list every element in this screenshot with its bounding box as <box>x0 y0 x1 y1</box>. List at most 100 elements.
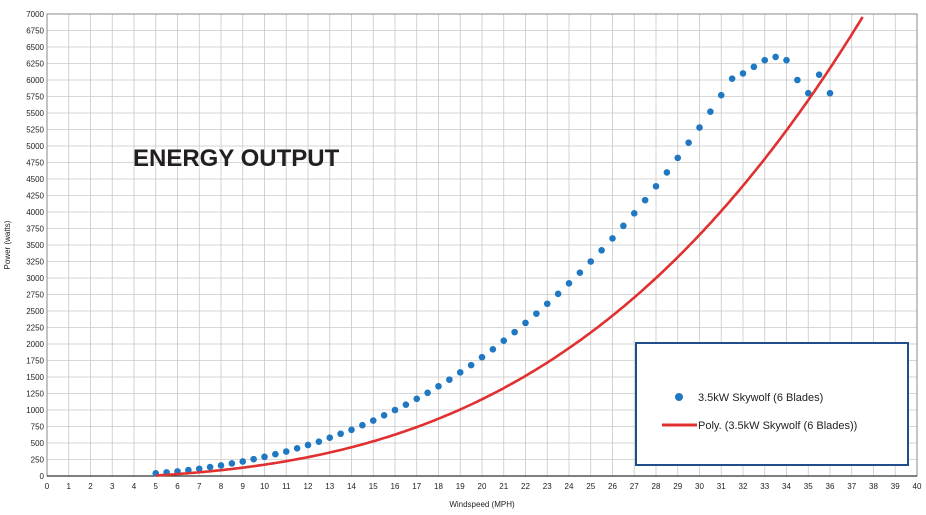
x-tick-label: 32 <box>739 482 748 491</box>
scatter-point <box>674 154 682 162</box>
y-tick-label: 6250 <box>26 60 44 69</box>
y-tick-label: 4250 <box>26 192 44 201</box>
scatter-point <box>761 56 769 64</box>
scatter-point <box>576 269 584 277</box>
scatter-point <box>707 108 714 115</box>
x-tick-label: 38 <box>869 482 878 491</box>
scatter-point <box>337 430 344 438</box>
x-tick-label: 15 <box>369 482 378 491</box>
x-tick-label: 25 <box>586 482 595 491</box>
y-tick-label: 1750 <box>26 357 44 366</box>
scatter-point <box>304 441 312 449</box>
x-tick-label: 16 <box>391 482 400 491</box>
legend-label-trend: Poly. (3.5kW Skywolf (6 Blades)) <box>698 420 857 432</box>
scatter-point <box>543 300 551 308</box>
x-tick-label: 8 <box>219 482 224 491</box>
scatter-point <box>500 337 508 345</box>
x-tick-label: 3 <box>110 482 115 491</box>
x-tick-label: 17 <box>412 482 421 491</box>
scatter-point <box>478 353 486 361</box>
y-tick-label: 2250 <box>26 324 44 333</box>
x-tick-label: 36 <box>826 482 835 491</box>
scatter-point <box>587 258 595 265</box>
scatter-point <box>315 438 323 445</box>
scatter-point <box>685 139 692 146</box>
scatter-point <box>772 53 779 61</box>
x-tick-label: 19 <box>456 482 465 491</box>
x-tick-label: 1 <box>67 482 72 491</box>
x-tick-label: 40 <box>913 482 922 491</box>
x-tick-label: 23 <box>543 482 552 491</box>
y-tick-label: 4500 <box>26 175 44 184</box>
scatter-point <box>641 196 649 204</box>
y-axis-ticks: 0 250 500 750 1000 1250 1500 1750 2000 2250 2500 27… <box>26 10 44 481</box>
y-tick-label: 5000 <box>26 142 44 151</box>
x-tick-label: 39 <box>891 482 900 491</box>
scatter-point <box>424 389 431 397</box>
scatter-point <box>326 434 334 442</box>
x-tick-label: 22 <box>521 482 530 491</box>
scatter-point <box>456 369 464 376</box>
scatter-point <box>391 406 399 414</box>
scatter-point <box>272 450 279 458</box>
scatter-point <box>696 124 703 131</box>
scatter-points <box>152 53 834 477</box>
x-tick-label: 18 <box>434 482 443 491</box>
scatter-point <box>609 235 616 242</box>
y-tick-label: 7000 <box>26 10 44 19</box>
y-tick-label: 5750 <box>26 93 44 102</box>
scatter-point <box>739 70 747 77</box>
scatter-point <box>185 466 192 474</box>
scatter-point <box>533 310 540 317</box>
x-axis-ticks: 0 1 2 3 4 5 6 7 8 9 10 11 12 13 14 15 16 17 18 19 20 21 22 23 24… <box>45 482 922 491</box>
scatter-point <box>489 345 497 353</box>
scatter-point <box>630 210 638 217</box>
chart-title: ENERGY OUTPUT <box>133 145 340 172</box>
legend-label-scatter: 3.5kW Skywolf (6 Blades) <box>698 392 823 404</box>
x-tick-label: 34 <box>782 482 791 491</box>
y-tick-label: 4750 <box>26 159 44 168</box>
x-tick-label: 29 <box>673 482 682 491</box>
x-axis-title: Windspeed (MPH) <box>449 500 515 509</box>
scatter-point <box>369 417 377 424</box>
x-tick-label: 12 <box>304 482 313 491</box>
x-tick-label: 33 <box>760 482 769 491</box>
x-tick-label: 27 <box>630 482 639 491</box>
scatter-point <box>663 169 671 176</box>
y-tick-label: 2000 <box>26 340 44 349</box>
y-tick-label: 250 <box>31 456 45 465</box>
scatter-point <box>467 361 475 369</box>
scatter-point <box>282 448 290 455</box>
x-tick-label: 5 <box>154 482 159 491</box>
scatter-point <box>565 279 573 287</box>
scatter-point <box>217 462 225 469</box>
y-tick-label: 3500 <box>26 241 44 250</box>
y-tick-label: 1500 <box>26 373 44 382</box>
y-tick-label: 3250 <box>26 258 44 267</box>
scatter-point <box>293 444 301 452</box>
scatter-point <box>750 63 758 71</box>
scatter-point <box>522 319 529 327</box>
scatter-point <box>815 71 823 79</box>
scatter-point <box>413 395 421 403</box>
scatter-point <box>554 290 562 298</box>
x-tick-label: 20 <box>478 482 487 491</box>
x-tick-label: 14 <box>347 482 356 491</box>
scatter-point <box>402 401 410 409</box>
scatter-point <box>794 76 801 84</box>
scatter-point <box>652 182 660 190</box>
scatter-point <box>380 411 388 419</box>
poly-trendline <box>155 16 864 477</box>
y-tick-label: 6500 <box>26 43 44 52</box>
scatter-point <box>228 460 236 467</box>
legend-box <box>635 342 909 466</box>
y-tick-label: 2500 <box>26 307 44 316</box>
x-tick-label: 11 <box>282 482 291 491</box>
y-tick-label: 3000 <box>26 274 44 283</box>
y-tick-label: 6000 <box>26 76 44 85</box>
x-tick-label: 2 <box>88 482 93 491</box>
y-axis-title: Power (watts) <box>3 220 12 269</box>
scatter-point <box>728 75 736 82</box>
x-tick-label: 9 <box>241 482 246 491</box>
